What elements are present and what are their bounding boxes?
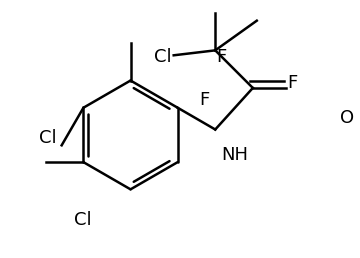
Text: F: F xyxy=(287,74,297,92)
Text: Cl: Cl xyxy=(74,211,92,229)
Text: F: F xyxy=(216,48,227,66)
Text: Cl: Cl xyxy=(154,48,172,66)
Text: Cl: Cl xyxy=(39,129,57,147)
Text: F: F xyxy=(199,91,210,109)
Text: O: O xyxy=(340,109,354,127)
Text: NH: NH xyxy=(221,146,248,164)
